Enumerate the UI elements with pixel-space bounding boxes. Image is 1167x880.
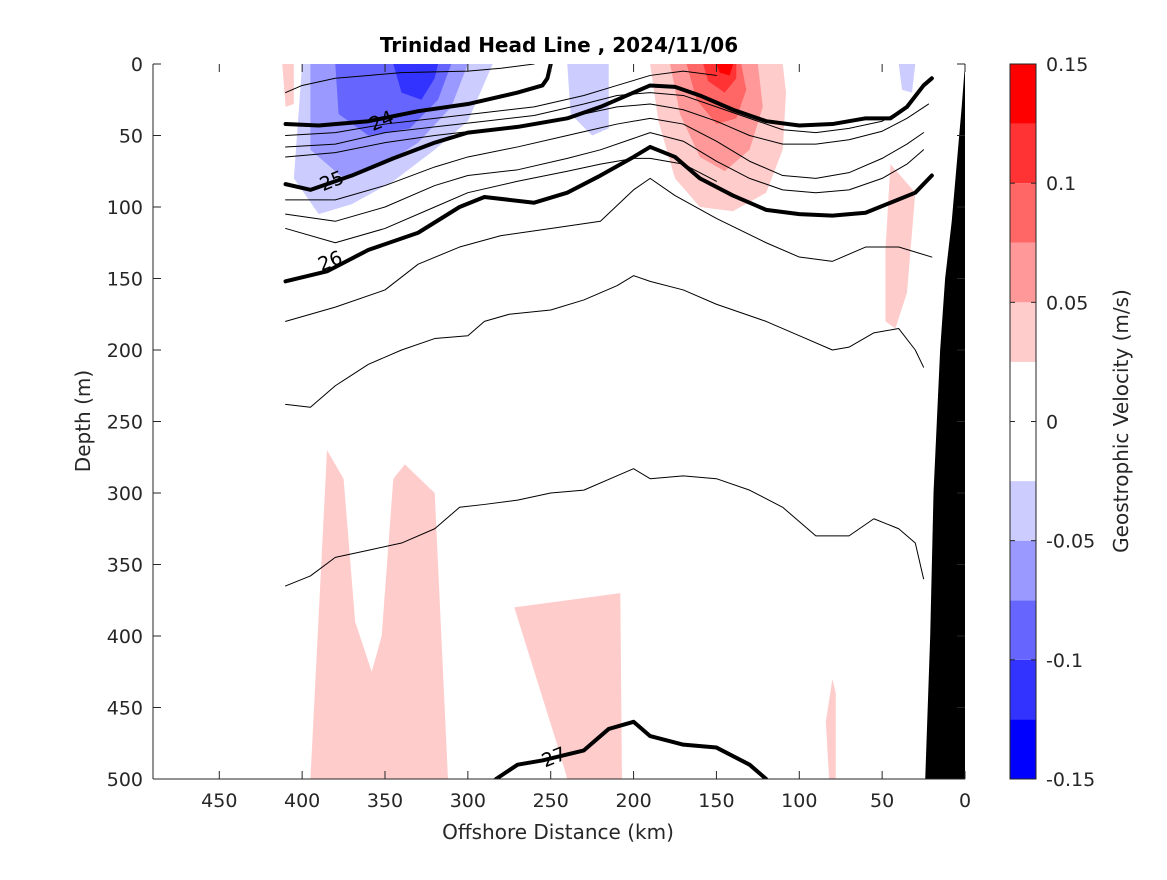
- y-tick-label: 0: [131, 54, 143, 76]
- colorbar-segment: [1010, 64, 1036, 124]
- colorbar-segment: [1010, 123, 1036, 184]
- isopycnal-thin: [285, 157, 717, 244]
- y-tick-label: 500: [107, 769, 143, 791]
- velocity-patch: [885, 164, 916, 329]
- colorbar-tick-label: 0: [1046, 412, 1058, 434]
- chart-title: Trinidad Head Line , 2024/11/06: [380, 33, 738, 57]
- isopycnal-thin: [285, 177, 933, 322]
- y-tick-label: 450: [107, 698, 143, 720]
- x-tick-label: 100: [781, 790, 817, 812]
- velocity-patch: [567, 64, 609, 136]
- velocity-patch: [911, 636, 921, 725]
- y-tick-label: 50: [119, 126, 143, 148]
- isopycnal-thin: [285, 92, 920, 148]
- velocity-patch: [282, 64, 294, 107]
- isopycnal-thin: [285, 70, 717, 136]
- isopycnal-bold: [283, 64, 553, 128]
- velocity-patch: [696, 493, 795, 779]
- x-tick-label: 250: [533, 790, 569, 812]
- colorbar-tick-label: -0.1: [1046, 650, 1083, 672]
- colorbar-segment: [1010, 302, 1036, 362]
- seafloor: [925, 64, 965, 779]
- x-tick-label: 450: [201, 790, 237, 812]
- colorbar-tick-label: 0.15: [1046, 54, 1088, 76]
- velocity-patch: [825, 678, 836, 779]
- velocity-field: [269, 64, 921, 779]
- colorbar-label: Geostrophic Velocity (m/s): [1109, 289, 1133, 553]
- velocity-patch: [514, 593, 622, 779]
- y-tick-label: 250: [107, 412, 143, 434]
- x-axis-label: Offshore Distance (km): [442, 820, 674, 844]
- y-tick-label: 100: [107, 197, 143, 219]
- velocity-patch: [898, 64, 916, 93]
- isopycnal-contours: [283, 64, 934, 779]
- axes: 450 400 350 300 250 200 150 100 50 00501001502002…: [107, 54, 971, 812]
- x-tick-label: 350: [367, 790, 403, 812]
- isopycnal-thin: [285, 64, 535, 94]
- isopycnal-bold: [283, 76, 934, 192]
- colorbar-segment: [1010, 481, 1036, 541]
- colorbar-segment: [1010, 540, 1036, 601]
- colorbar-tick-label: 0.1: [1046, 173, 1076, 195]
- x-tick-label: 0: [959, 790, 971, 812]
- colorbar-tick-label: -0.05: [1046, 531, 1095, 553]
- velocity-patch: [716, 64, 733, 76]
- colorbar-segment: [1010, 719, 1036, 779]
- x-tick-label: 150: [698, 790, 734, 812]
- y-tick-label: 400: [107, 626, 143, 648]
- x-tick-label: 50: [870, 790, 894, 812]
- colorbar-segment: [1010, 183, 1036, 243]
- y-tick-label: 200: [107, 340, 143, 362]
- isopycnal-bold: [283, 144, 934, 284]
- colorbar-segment: [1010, 600, 1036, 660]
- isopycnal-thin: [285, 275, 925, 408]
- y-tick-label: 300: [107, 483, 143, 505]
- y-tick-label: 150: [107, 269, 143, 291]
- x-tick-label: 400: [284, 790, 320, 812]
- isopycnal-thin: [285, 103, 930, 158]
- isopycnal-thin: [285, 117, 925, 201]
- velocity-patch: [310, 450, 448, 779]
- colorbar-segment: [1010, 242, 1036, 303]
- colorbar: -0.15 -0.1 -0.05 0 0.05 0.1 0.15: [1009, 54, 1095, 791]
- x-tick-label: 200: [615, 790, 651, 812]
- colorbar-tick-label: 0.05: [1046, 292, 1088, 314]
- isopycnal-bold: [494, 719, 769, 779]
- bathymetry-layer: [925, 64, 965, 779]
- x-tick-label: 300: [450, 790, 486, 812]
- y-axis-label: Depth (m): [71, 370, 95, 472]
- isopycnal-thin: [285, 468, 925, 587]
- colorbar-tick-label: -0.15: [1046, 769, 1095, 791]
- isopycnal-thin: [285, 132, 925, 222]
- colorbar-segment: [1010, 659, 1036, 720]
- y-tick-label: 350: [107, 555, 143, 577]
